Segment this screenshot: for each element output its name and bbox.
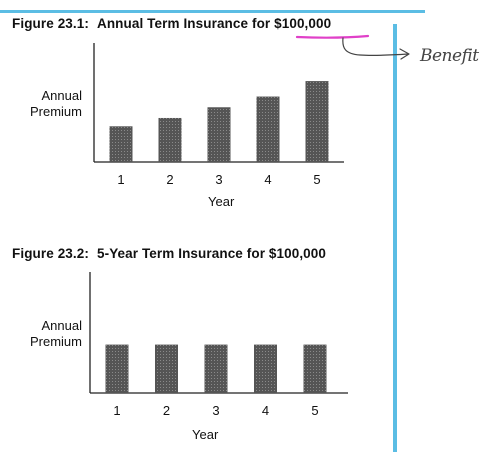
chart-2-bar-1 [105, 344, 129, 393]
chart-2-bar-5 [303, 344, 327, 393]
chart-2-bar-4 [254, 344, 277, 393]
chart-1-title-prefix: Figure 23.1: [12, 16, 89, 31]
chart-1-bar-4 [256, 96, 280, 162]
chart-2-tick-label: 1 [113, 403, 120, 418]
chart-1-tick-label: 2 [166, 172, 173, 187]
chart-1-ylabel-line1: Annual [41, 88, 82, 103]
chart-2-tick-label: 5 [311, 403, 318, 418]
annotation-arrow [342, 37, 410, 60]
chart-1-xlabel: Year [208, 194, 235, 209]
chart-1-tick-label: 1 [117, 172, 124, 187]
chart-1-title-amount: $100,000 [274, 16, 332, 31]
chart-2-bar-2 [155, 344, 178, 393]
chart-1-bar-1 [109, 126, 133, 162]
chart-1-ylabel: Annual Premium [8, 88, 82, 120]
benefit-annotation: Benefit [295, 34, 480, 66]
frame-top-border [0, 10, 425, 13]
chart-2-title: Figure 23.2: 5-Year Term Insurance for $1… [12, 246, 326, 261]
chart-2-tick-label: 2 [163, 403, 170, 418]
chart-2-ylabel-line1: Annual [41, 318, 82, 333]
chart-1-title-main: Annual Term Insurance for [96, 16, 275, 31]
chart-2-plot: 1 2 3 4 5 [89, 272, 348, 418]
chart-2-bar-3 [204, 344, 228, 393]
amount-underline [295, 34, 370, 39]
chart-1-title: Figure 23.1: Annual Term Insurance for $1… [12, 16, 331, 31]
chart-1-tick-label: 5 [313, 172, 320, 187]
chart-2-tick-label: 3 [212, 403, 219, 418]
chart-2-xlabel: Year [192, 427, 219, 442]
chart-2-title-main: 5-Year Term Insurance for $100,000 [96, 246, 327, 261]
chart-2-tick-label: 4 [262, 403, 269, 418]
chart-1-bar-5 [305, 81, 329, 162]
chart-1-tick-label: 4 [264, 172, 271, 187]
chart-1-tick-label: 3 [215, 172, 222, 187]
frame-right-border [393, 24, 397, 452]
chart-1-bar-3 [207, 107, 231, 162]
chart-1-ylabel-line2: Premium [29, 104, 82, 119]
chart-2-title-prefix: Figure 23.2: [12, 246, 89, 261]
chart-1-plot: 1 2 3 4 5 [93, 43, 344, 187]
chart-1-bar-2 [158, 117, 182, 162]
chart-2-ylabel-line2: Premium [29, 334, 82, 349]
chart-2-ylabel: Annual Premium [8, 318, 82, 350]
annotation-text: Benefit [419, 46, 479, 66]
